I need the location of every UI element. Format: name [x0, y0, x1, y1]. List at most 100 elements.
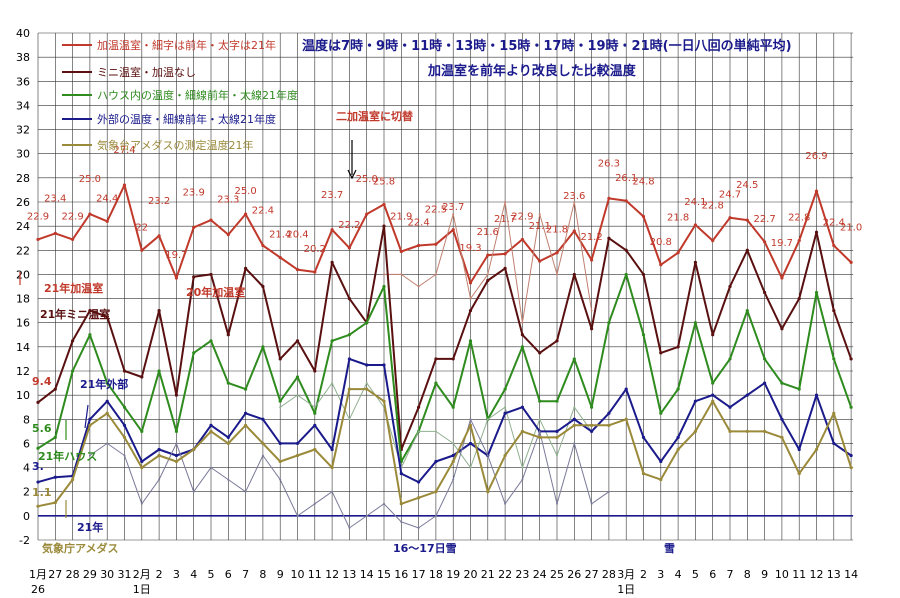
series-point-5	[382, 363, 386, 367]
series-point-5	[520, 405, 525, 409]
series-point-5	[711, 393, 715, 397]
data-label: 22.9	[61, 211, 83, 222]
series-point-1	[452, 213, 455, 216]
y-tick-label: 16	[16, 317, 30, 330]
series-point-3	[122, 405, 127, 409]
series-point-0	[555, 251, 559, 255]
x-tick-label: 22	[498, 568, 512, 581]
series-point-5	[122, 423, 127, 427]
series-point-3	[607, 321, 611, 325]
x-tick-label: 3月	[617, 568, 635, 581]
series-point-7	[693, 429, 698, 433]
annotation-amedas: 気象庁アメダス	[42, 541, 118, 555]
series-point-1	[504, 201, 507, 203]
series-point-1	[590, 309, 593, 312]
series-point-5	[780, 417, 784, 421]
annotation-21-amedas: 21年	[77, 520, 103, 534]
series-point-2	[849, 357, 853, 361]
series-point-2	[797, 296, 801, 301]
series-point-1	[538, 213, 541, 216]
series-point-2	[140, 375, 144, 379]
x-tick-label: 9	[761, 568, 768, 581]
series-point-4	[504, 406, 507, 409]
series-point-2	[36, 400, 40, 404]
data-label: 24.5	[736, 180, 758, 191]
x-tick-label: 8	[744, 568, 751, 581]
series-point-5	[105, 399, 109, 403]
series-point-1	[556, 273, 558, 276]
series-point-4	[348, 418, 351, 421]
series-point-6	[140, 502, 143, 505]
y-tick-label: 28	[16, 172, 30, 185]
x-tick-label: 1月	[29, 568, 47, 581]
series-point-5	[140, 459, 144, 464]
series-point-5	[313, 423, 317, 427]
series-point-2	[88, 309, 92, 313]
series-point-6	[88, 454, 91, 457]
y-tick-label: 10	[16, 389, 30, 402]
series-point-3	[174, 429, 178, 433]
series-point-2	[226, 333, 230, 337]
series-point-7	[590, 423, 594, 427]
x-tick-label: 10	[291, 568, 305, 581]
series-point-2	[520, 333, 525, 337]
x-tick-label: 28	[66, 568, 80, 581]
series-point-3	[365, 321, 369, 325]
series-point-3	[192, 351, 196, 355]
series-point-5	[590, 429, 594, 433]
series-point-7	[503, 453, 507, 458]
x-tick-label: 11	[308, 568, 322, 581]
series-point-0	[209, 218, 213, 222]
data-label: 24.8	[632, 176, 654, 187]
series-point-3	[451, 405, 455, 409]
x-tick-label: 2	[156, 568, 163, 581]
series-point-0	[538, 259, 542, 263]
series-point-3	[71, 369, 75, 373]
series-point-5	[763, 381, 767, 385]
series-point-0	[261, 243, 265, 248]
series-point-0	[676, 251, 680, 255]
annotation-snow: 雪	[664, 542, 675, 555]
x-axis: 1月 27 28 29 30 31 2月 2 3 4 5 6 7 8 9 10 11 12 13 14 15 16 17 18…	[29, 568, 858, 596]
series-point-7	[417, 496, 421, 500]
series-point-3	[641, 333, 646, 337]
series-point-3	[382, 284, 386, 289]
series-point-7	[780, 435, 784, 439]
series-point-3	[226, 381, 230, 385]
series-point-0	[468, 281, 473, 285]
data-label: 24.7	[719, 190, 741, 201]
series-point-5	[572, 417, 576, 421]
x-tick-label: 5	[208, 568, 215, 581]
series-point-5	[295, 441, 300, 446]
x-tick-label: 3	[173, 568, 180, 581]
series-point-1	[521, 321, 524, 324]
series-point-4	[538, 418, 541, 421]
series-point-3	[157, 369, 161, 373]
series-point-3	[832, 357, 836, 361]
series-point-1	[573, 201, 576, 203]
series-point-0	[641, 214, 646, 219]
data-label: 24.1	[684, 197, 706, 208]
series-point-3	[728, 357, 732, 361]
series-line-5	[37, 357, 852, 484]
series-point-7	[676, 447, 680, 452]
data-label: 22.8	[788, 213, 810, 224]
series-point-7	[278, 459, 282, 464]
x-tick-label: 13	[342, 568, 356, 581]
series-point-3	[745, 309, 749, 313]
series-point-7	[140, 465, 144, 470]
series-point-3	[572, 357, 576, 361]
data-label: 19.3	[459, 243, 481, 254]
series-point-2	[434, 357, 438, 361]
series-point-2	[192, 275, 196, 279]
series-point-0	[417, 243, 421, 248]
data-label: 20.4	[286, 230, 308, 241]
series-point-0	[313, 270, 317, 274]
x-tick-label: 19	[446, 568, 460, 581]
series-point-2	[157, 309, 161, 313]
series-point-5	[797, 447, 801, 452]
series-point-3	[347, 333, 351, 337]
series-line-7	[37, 388, 853, 508]
legend-label-house: ハウス内の温度・細線前年・太線21年度	[97, 88, 298, 102]
series-point-0	[624, 199, 628, 203]
